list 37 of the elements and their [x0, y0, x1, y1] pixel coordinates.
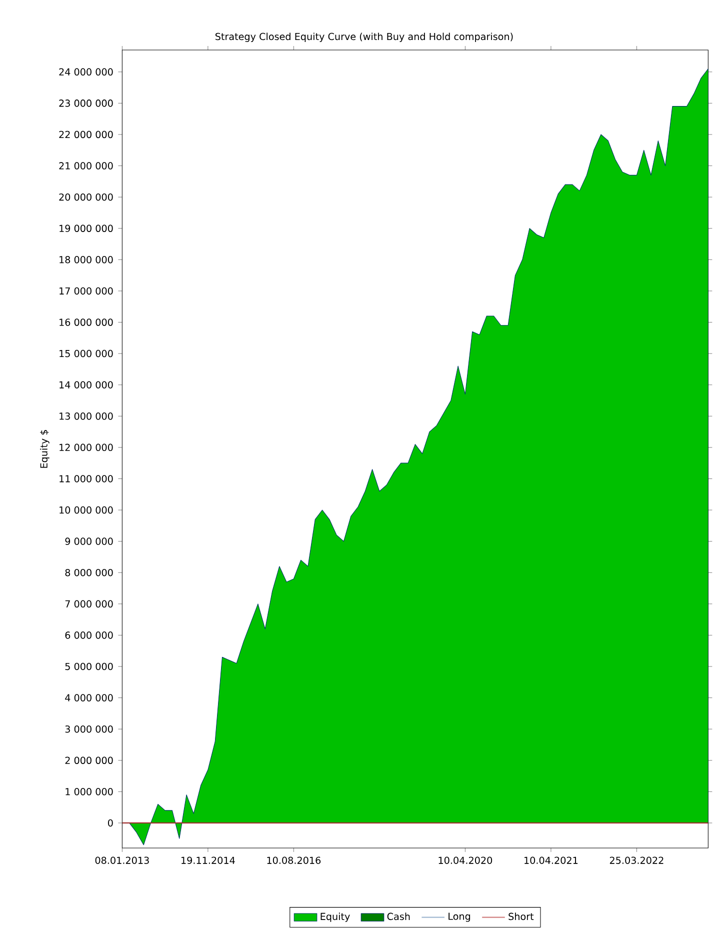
legend-label: Short [508, 912, 534, 920]
y-tick-label: 4 000 000 [65, 694, 113, 702]
y-tick-label: 12 000 000 [59, 444, 113, 452]
legend-label: Equity [320, 912, 350, 922]
y-tick-label: 24 000 000 [59, 68, 113, 76]
y-tick-label: 14 000 000 [59, 381, 113, 388]
y-tick-label: 2 000 000 [65, 756, 113, 764]
y-tick-label: 20 000 000 [59, 193, 113, 201]
y-tick-label: 8 000 000 [65, 568, 113, 576]
y-tick-label: 0 [108, 819, 113, 827]
x-tick-label: 08.01.2013 [95, 856, 149, 864]
y-tick-label: 3 000 000 [65, 725, 113, 733]
y-tick-label: 1 000 000 [66, 788, 113, 796]
x-tick-label: 25.03.2022 [610, 856, 664, 864]
y-tick-label: 23 000 000 [59, 100, 113, 107]
y-tick-label: 15 000 000 [59, 350, 113, 358]
y-tick-label: 6 000 000 [65, 632, 113, 639]
y-tick-label: 10 000 000 [59, 506, 113, 514]
y-tick-label: 5 000 000 [65, 662, 113, 670]
y-tick-label: 9 000 000 [65, 538, 113, 545]
y-tick-label: 21 000 000 [59, 162, 113, 170]
x-tick-label: 10.08.2016 [267, 856, 320, 864]
y-tick-label: 7 000 000 [65, 600, 113, 608]
y-tick-label: 17 000 000 [59, 287, 113, 295]
y-tick-label: 19 000 000 [59, 224, 113, 232]
y-tick-label: 13 000 000 [59, 412, 113, 420]
y-tick-label: 22 000 000 [59, 130, 113, 138]
legend-label: Cash [387, 912, 410, 920]
y-tick-label: 16 000 000 [59, 318, 113, 326]
y-axis-title: Equity $ [40, 430, 50, 468]
chart-title: Strategy Closed Equity Curve (with Buy and Hold comparison) [215, 32, 513, 42]
x-tick-label: 10.04.2020 [438, 856, 492, 864]
legend-label: Long [448, 912, 470, 922]
y-tick-label: 18 000 000 [59, 256, 113, 264]
y-tick-label: 11 000 000 [59, 475, 113, 482]
x-tick-label: 10.04.2021 [524, 856, 578, 864]
x-tick-label: 19.11.2014 [181, 856, 235, 864]
